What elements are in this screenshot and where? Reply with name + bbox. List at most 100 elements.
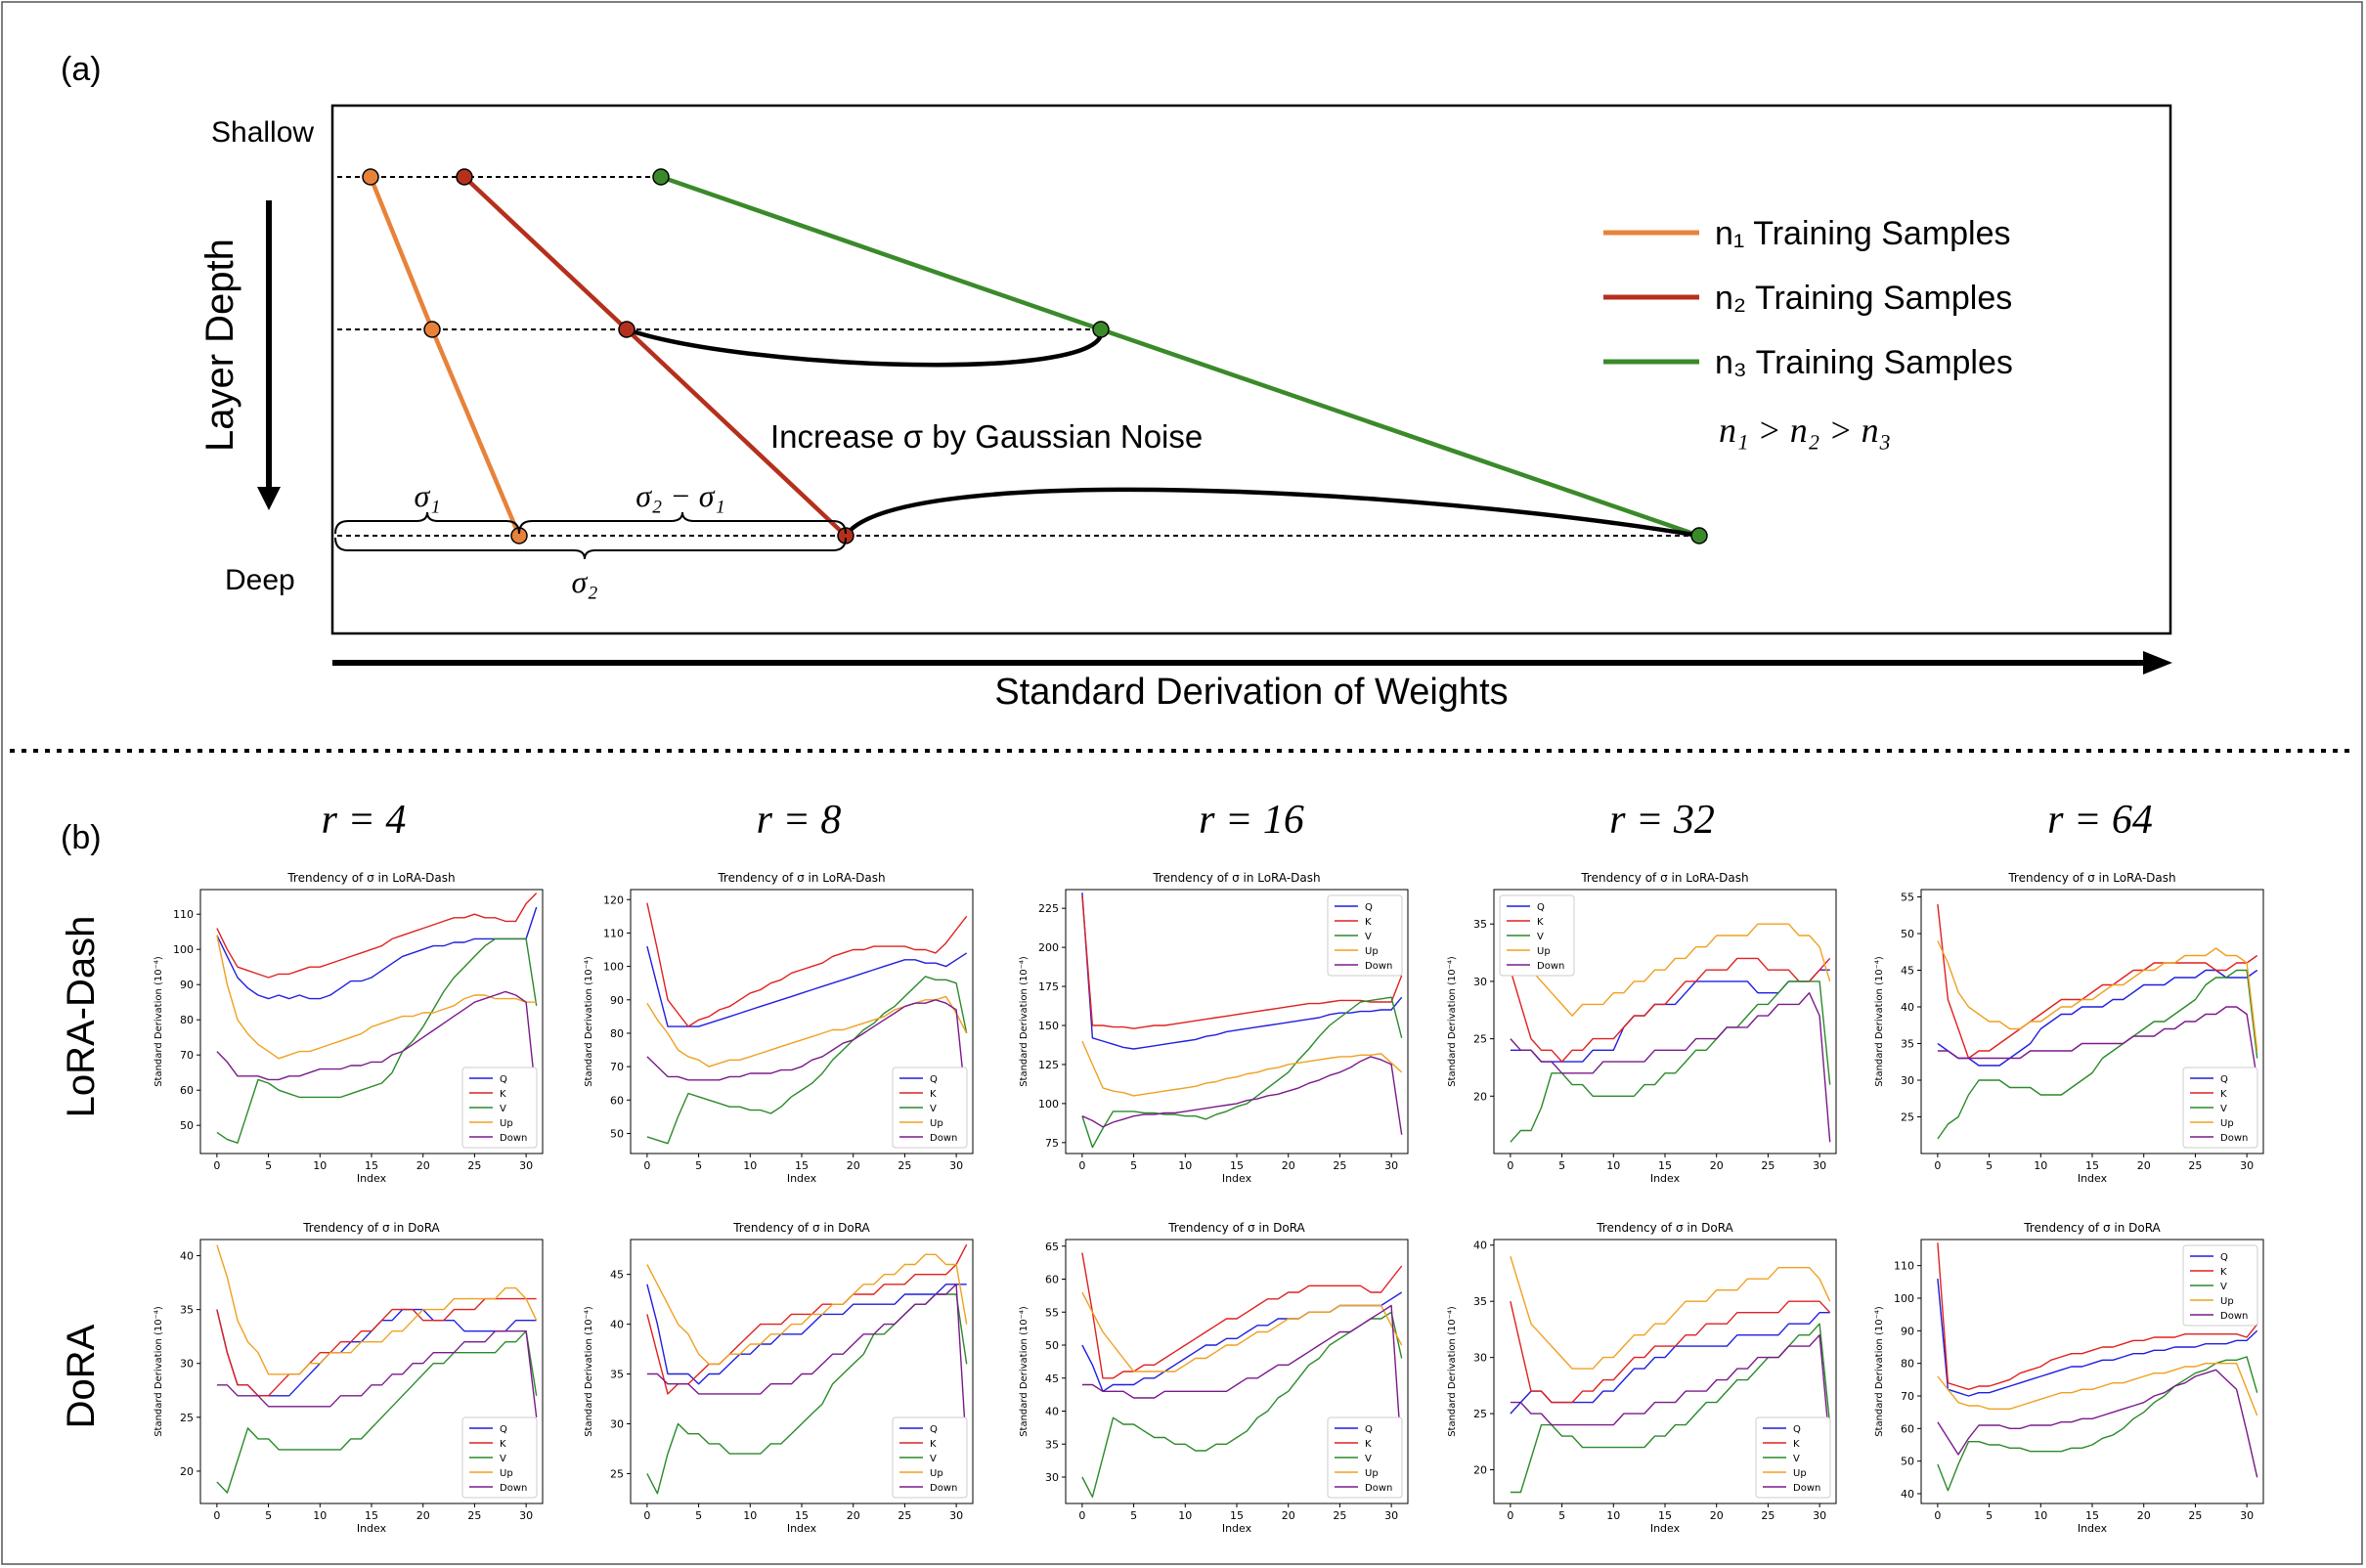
series-line-down [216, 990, 538, 1102]
legend-label-k: K [500, 1089, 506, 1100]
subplot-title: Trendency of σ in DoRA [302, 1221, 440, 1235]
x-axis-label: Standard Derivation of Weights [994, 672, 1508, 713]
x-tick-label: 10 [1178, 1159, 1192, 1172]
subplot-lora-dash-0: Trendency of σ in LoRA-Dash 0 5 10 15 20 25 30 5… [153, 871, 544, 1185]
x-tick-label: 0 [1934, 1509, 1941, 1522]
x-tick-label: 10 [313, 1159, 327, 1172]
x-tick-label: 20 [416, 1509, 430, 1522]
y-tick-label: 100 [603, 961, 624, 974]
x-tick-label: 20 [1282, 1509, 1295, 1522]
x-tick-label: 5 [1130, 1509, 1137, 1522]
n2-marker-mid [618, 321, 635, 338]
x-tick-label: 20 [416, 1159, 430, 1172]
x-axis-label: Index [1222, 1522, 1252, 1535]
series-line-k [216, 1297, 537, 1397]
y-tick-label: 20 [1473, 1464, 1487, 1477]
series-line-up [1081, 1040, 1403, 1097]
y-tick-label: 35 [1045, 1438, 1059, 1451]
y-tick-label: 20 [180, 1465, 194, 1478]
legend-label-k: K [2220, 1089, 2227, 1100]
x-tick-label: 15 [1658, 1159, 1672, 1172]
subplot-legend: QKV Up Down [461, 1067, 538, 1149]
x-axis-label: Index [2078, 1172, 2108, 1185]
layer-depth-label: Layer Depth [198, 239, 241, 452]
y-tick-label: 55 [1045, 1306, 1059, 1319]
legend-frame [1499, 894, 1575, 977]
x-tick-label: 20 [847, 1159, 860, 1172]
x-tick-label: 10 [743, 1509, 757, 1522]
y-tick-label: 40 [1045, 1406, 1059, 1418]
x-tick-label: 15 [2085, 1509, 2099, 1522]
y-tick-label: 40 [610, 1319, 624, 1331]
legend-label-q: Q [1365, 1424, 1373, 1435]
x-tick-label: 20 [1710, 1159, 1724, 1172]
subplot-legend: QKV Up Down [1327, 1416, 1403, 1499]
x-tick-label: 15 [1658, 1509, 1672, 1522]
x-tick-label: 30 [949, 1509, 963, 1522]
y-axis-label: Standard Derivation (10⁻⁴) [584, 956, 594, 1087]
subplot-lora-dash-1: Trendency of σ in LoRA-Dash 0 5 10 15 20 25 30 5… [584, 871, 974, 1185]
series-line-q [1081, 893, 1403, 1050]
gaussian-noise-annotation: Increase σ by Gaussian Noise [770, 418, 1203, 455]
series-line-up [216, 1244, 538, 1375]
x-tick-label: 0 [1078, 1509, 1085, 1522]
legend-frame [892, 1416, 968, 1499]
legend-label-q: Q [2220, 1252, 2228, 1263]
y-tick-label: 25 [610, 1467, 624, 1480]
subplot-legend: QKV Up Down [1327, 894, 1403, 977]
y-tick-label: 35 [1901, 1038, 1914, 1051]
deep-label: Deep [225, 564, 295, 596]
series-line-down [216, 1329, 538, 1417]
x-tick-label: 25 [2188, 1509, 2202, 1522]
y-tick-label: 45 [610, 1269, 624, 1282]
legend-n1-label: n₁ Training Samples [1715, 215, 2011, 252]
y-tick-label: 125 [1038, 1059, 1059, 1071]
x-arrow-head [2143, 651, 2172, 675]
subplot-title: Trendency of σ in DoRA [1167, 1221, 1305, 1235]
noise-arc-mid [626, 327, 1104, 368]
y-tick-label: 75 [1045, 1137, 1059, 1150]
subplot-lora-dash-4: Trendency of σ in LoRA-Dash 0 5 10 15 20 25 30 2… [1874, 871, 2264, 1185]
x-tick-label: 5 [695, 1509, 702, 1522]
subplot-grid: Trendency of σ in LoRA-Dash 0 5 10 15 20 25 30 5… [153, 871, 2264, 1535]
legend-label-up: Up [2220, 1118, 2234, 1129]
x-tick-label: 20 [2137, 1509, 2151, 1522]
legend-label-q: Q [1793, 1424, 1801, 1435]
subplot-legend: QKV Up Down [892, 1067, 968, 1149]
x-tick-label: 30 [519, 1159, 533, 1172]
legend-label-up: Up [500, 1468, 513, 1479]
x-tick-label: 20 [2137, 1159, 2151, 1172]
series-line-q [646, 945, 968, 1027]
series-line-down [1510, 1333, 1831, 1448]
y-tick-label: 80 [610, 1027, 624, 1040]
n1-marker-shallow [362, 168, 379, 186]
x-tick-label: 0 [1507, 1159, 1513, 1172]
y-tick-label: 70 [180, 1049, 194, 1062]
y-tick-label: 50 [610, 1127, 624, 1140]
series-line-q [646, 1284, 967, 1385]
y-tick-label: 90 [610, 994, 624, 1007]
legend-label-k: K [1365, 917, 1372, 928]
legend-label-down: Down [1365, 1483, 1392, 1494]
x-tick-label: 30 [949, 1159, 963, 1172]
x-tick-label: 10 [2034, 1159, 2047, 1172]
series-line-up [216, 935, 537, 1060]
brace-sigma2-minus-sigma1 [518, 511, 847, 535]
x-tick-label: 30 [1384, 1509, 1398, 1522]
x-tick-label: 0 [1934, 1159, 1941, 1172]
x-axis-label: Index [2078, 1522, 2108, 1535]
brace-sigma1 [334, 511, 520, 535]
y-tick-label: 40 [1901, 1488, 1914, 1501]
y-tick-label: 30 [1473, 1352, 1487, 1365]
series-line-up [1510, 1255, 1831, 1370]
x-tick-label: 25 [467, 1509, 481, 1522]
x-tick-label: 20 [847, 1509, 860, 1522]
series-line-k [1081, 895, 1403, 1029]
x-tick-label: 25 [1761, 1509, 1774, 1522]
y-tick-label: 50 [1901, 928, 1914, 940]
y-tick-label: 35 [1473, 1295, 1487, 1308]
legend-label-down: Down [1793, 1483, 1820, 1494]
subplot-dora-2: Trendency of σ in DoRA 0 5 10 15 20 25 30 30 35 40… [1019, 1221, 1409, 1535]
x-tick-label: 20 [1282, 1159, 1295, 1172]
y-tick-label: 80 [180, 1014, 194, 1026]
